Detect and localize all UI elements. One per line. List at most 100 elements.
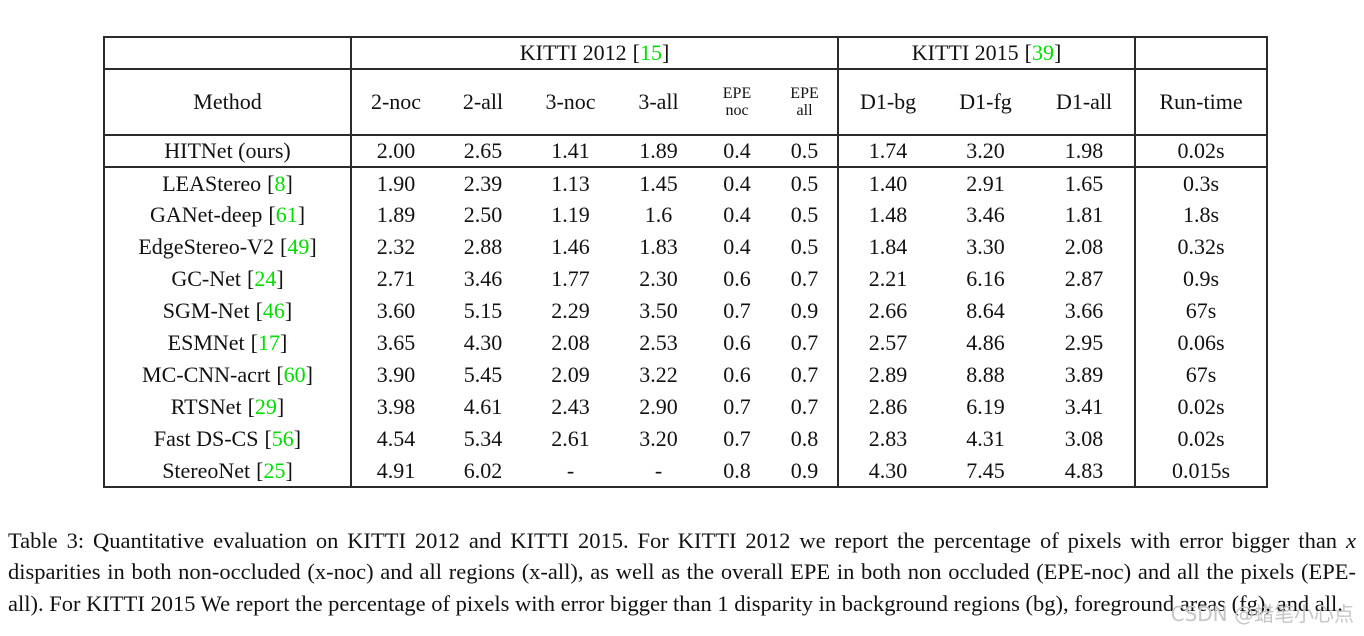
value-cell: 3.46: [463, 266, 503, 291]
kitti2012-group-header: KITTI 2012 [15]: [349, 37, 839, 70]
value-cell: 2.87: [1064, 266, 1104, 291]
bracket-close: ]: [284, 298, 293, 323]
value-cell: 6.19: [966, 394, 1005, 419]
value-cell: 2.53: [639, 330, 678, 355]
value-cell: 0.02s: [1134, 423, 1268, 455]
value-cell: 1.8s: [1134, 199, 1268, 231]
value-cell: 2.08: [1064, 234, 1104, 259]
value-cell: 1.81: [1064, 202, 1104, 227]
bracket-close: ]: [280, 330, 288, 355]
value-cell: 1.46: [551, 234, 590, 259]
bracket-open: [: [250, 330, 258, 355]
citation-number: 61: [275, 202, 298, 227]
value-cell: 0.8: [790, 426, 819, 451]
value-cell: 0.7: [723, 298, 751, 323]
kitti2015-group-header: KITTI 2015 [39]: [837, 37, 1136, 70]
value-cell: 3.66: [1064, 298, 1104, 323]
table-row: LEAStereo [8] 1.90 2.39 1.13 1.45 0.4 0.5 1.40 2.…: [104, 167, 1268, 199]
empty-corner-cell: [104, 37, 351, 70]
bracket-open: [: [247, 266, 255, 291]
value-cell: 2.32: [350, 231, 440, 263]
table-row: HITNet (ours) 2.00 2.65 1.41 1.89 0.4 0.5 1.74 3…: [104, 135, 1268, 168]
bracket-close: ]: [297, 202, 306, 227]
epe-all-top: EPE: [790, 85, 819, 102]
value-cell: 3.89: [1064, 362, 1104, 387]
value-cell: 2.39: [463, 170, 503, 196]
column-header-row: Method 2-noc 2-all 3-noc 3-all EPE noc E…: [104, 69, 1268, 136]
col-epe-all: EPE all: [772, 69, 839, 136]
value-cell: 0.7: [790, 394, 819, 419]
col-method: Method: [104, 69, 351, 136]
value-cell: 0.06s: [1134, 327, 1268, 359]
results-table: KITTI 2012 [15] KITTI 2015 [39] Method 2-n…: [103, 36, 1269, 488]
table-row: StereoNet [25] 4.91 6.02 - - 0.8 0.9 4.30 7.45 4.8…: [104, 455, 1268, 487]
value-cell: 3.60: [350, 295, 440, 327]
value-cell: 4.31: [966, 426, 1005, 451]
bracket-close: ]: [285, 170, 293, 196]
value-cell: 3.22: [639, 362, 678, 387]
table-row: EdgeStereo-V2 [49] 2.32 2.88 1.46 1.83 0.4 0.5 1…: [104, 231, 1268, 263]
value-cell: 1.83: [639, 234, 678, 259]
citation-number: 25: [263, 457, 286, 483]
value-cell: 2.00: [350, 135, 440, 168]
citation-number: 29: [254, 394, 277, 419]
value-cell: 4.61: [463, 394, 503, 419]
table-row: MC-CNN-acrt [60] 3.90 5.45 2.09 3.22 0.6 0.7 2.8…: [104, 359, 1268, 391]
value-cell: 2.43: [551, 394, 590, 419]
bracket-close: ]: [661, 40, 670, 65]
method-cell: MC-CNN-acrt [60]: [142, 362, 313, 387]
value-cell: 1.6: [644, 202, 673, 227]
value-cell: 0.5: [790, 234, 819, 259]
method-cell: RTSNet [29]: [170, 394, 285, 419]
value-cell: 0.4: [702, 135, 772, 168]
value-cell: -: [566, 457, 575, 483]
kitti2015-citation: 39: [1032, 40, 1054, 65]
method-cell: GANet-deep [61]: [149, 202, 306, 227]
value-cell: 1.89: [350, 199, 440, 231]
value-cell: 8.64: [966, 298, 1005, 323]
method-cell: StereoNet [25]: [162, 457, 293, 483]
value-cell: 0.3s: [1134, 167, 1268, 199]
bracket-close: ]: [276, 266, 284, 291]
value-cell: 0.9: [790, 457, 819, 483]
value-cell: 4.30: [837, 455, 938, 487]
citation-number: 49: [287, 234, 310, 259]
value-cell: 2.09: [551, 362, 590, 387]
table-row: RTSNet [29] 3.98 4.61 2.43 2.90 0.7 0.7 2.86 6.19…: [104, 391, 1268, 423]
value-cell: 6.02: [463, 457, 503, 483]
value-cell: 0.7: [790, 266, 819, 291]
value-cell: 0.6: [723, 362, 751, 387]
csdn-watermark: CSDN @蜡笔小心点: [1170, 602, 1354, 626]
value-cell: 3.46: [966, 202, 1005, 227]
col-2noc: 2-noc: [350, 69, 440, 136]
value-cell: 2.91: [966, 170, 1005, 196]
value-cell: 4.83: [1064, 457, 1104, 483]
value-cell: 0.4: [723, 170, 751, 196]
method-cell: Fast DS-CS [56]: [153, 426, 302, 451]
col-3noc: 3-noc: [526, 69, 615, 136]
value-cell: 3.20: [937, 135, 1035, 168]
value-cell: 1.45: [639, 170, 678, 196]
value-cell: 2.61: [551, 426, 590, 451]
method-cell: EdgeStereo-V2 [49]: [138, 234, 317, 259]
bracket-open: [: [255, 298, 263, 323]
value-cell: 0.015s: [1134, 455, 1268, 487]
value-cell: 1.74: [837, 135, 938, 168]
table-row: SGM-Net [46] 3.60 5.15 2.29 3.50 0.7 0.9 2.66 8.6…: [104, 295, 1268, 327]
value-cell: 3.65: [350, 327, 440, 359]
bracket-open: [: [276, 362, 284, 387]
col-epe-noc: EPE noc: [702, 69, 772, 136]
value-cell: 2.29: [551, 298, 590, 323]
col-d1fg: D1-fg: [937, 69, 1035, 136]
epe-noc-top: EPE: [722, 85, 752, 102]
value-cell: 0.8: [723, 457, 751, 483]
citation-number: 17: [258, 330, 280, 355]
table-row: Fast DS-CS [56] 4.54 5.34 2.61 3.20 0.7 0.8 2.83…: [104, 423, 1268, 455]
value-cell: 2.89: [837, 359, 938, 391]
value-cell: 3.20: [639, 426, 678, 451]
citation-number: 60: [283, 362, 306, 387]
value-cell: 3.50: [639, 298, 678, 323]
caption-seg2: disparities in both non-occluded (x-noc)…: [8, 559, 1356, 616]
value-cell: 0.6: [723, 330, 751, 355]
value-cell: 0.7: [723, 394, 751, 419]
